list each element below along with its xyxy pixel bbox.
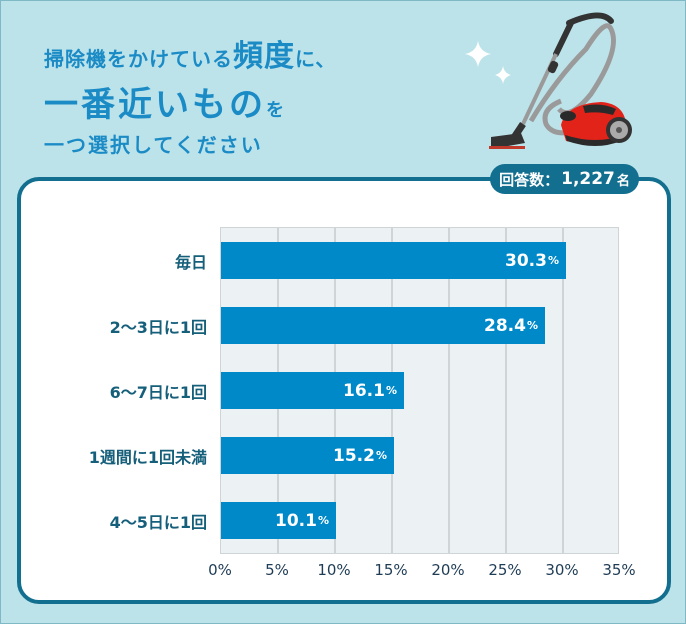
plot-area: 30.3% 28.4% 16.1% 15.2% 10.1% [220, 227, 619, 554]
bar-value: 30.3 [505, 250, 547, 271]
x-tick: 25% [488, 561, 522, 579]
title-emphasis: 頻度 [233, 39, 295, 74]
category-label: 6〜7日に1回 [109, 382, 207, 402]
badge-unit: 名 [616, 173, 630, 189]
percent-sign: % [547, 254, 559, 267]
x-tick: 35% [602, 561, 636, 579]
category-label: 1週間に1回未満 [88, 447, 207, 467]
bar-every-6-7-days: 16.1% [221, 372, 404, 409]
title-text: 掃除機をかけている [44, 47, 233, 71]
percent-sign: % [526, 319, 538, 332]
title-emphasis: 一番近いもの [44, 85, 266, 125]
x-tick: 5% [265, 561, 289, 579]
bar-less-than-weekly: 15.2% [221, 437, 394, 474]
gridline-30 [562, 228, 564, 553]
x-tick: 20% [431, 561, 465, 579]
sparkle-icon [465, 41, 511, 84]
bar-every-2-3-days: 28.4% [221, 307, 545, 344]
category-label: 4〜5日に1回 [109, 512, 207, 532]
percent-sign: % [385, 384, 397, 397]
gridline-20 [448, 228, 450, 553]
bar-daily: 30.3% [221, 242, 566, 279]
bar-value: 28.4 [484, 315, 526, 336]
bar-value: 10.1 [275, 510, 317, 531]
category-label: 2〜3日に1回 [109, 317, 207, 337]
title-line-2: 一番近いものを [44, 77, 287, 126]
gridline-25 [505, 228, 507, 553]
title-line-3: 一つ選択してください [44, 133, 263, 157]
title-text: に、 [295, 47, 337, 71]
bar-value: 15.2 [333, 445, 375, 466]
percent-sign: % [317, 514, 329, 527]
x-tick: 10% [317, 561, 351, 579]
badge-count: 1,227 [561, 169, 615, 189]
title-text: を [266, 100, 287, 121]
badge-label: 回答数： [499, 170, 560, 189]
percent-sign: % [375, 449, 387, 462]
x-tick: 15% [374, 561, 408, 579]
respondent-count-badge: 回答数： 1,227 名 [490, 164, 639, 194]
bar-every-4-5-days: 10.1% [221, 502, 336, 539]
vacuum-cleaner-icon [465, 12, 632, 149]
x-tick: 0% [208, 561, 232, 579]
bar-value: 16.1 [343, 380, 385, 401]
title-line-1: 掃除機をかけている頻度に、 [44, 31, 336, 75]
category-label: 毎日 [174, 252, 207, 272]
x-tick: 30% [545, 561, 579, 579]
